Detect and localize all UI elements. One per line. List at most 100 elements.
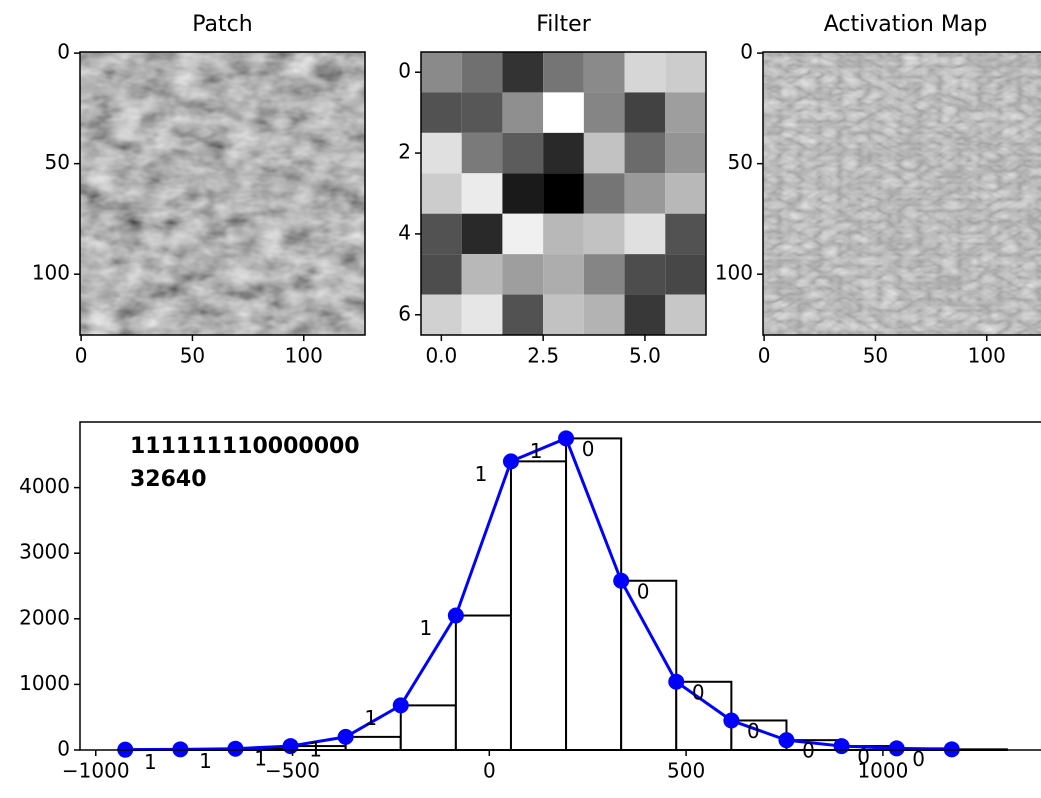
heatmap-cell — [461, 254, 503, 295]
marker — [447, 607, 464, 624]
marker — [337, 728, 354, 745]
bit-label: 1 — [364, 706, 377, 730]
marker — [392, 697, 409, 714]
heatmap-cell — [583, 294, 625, 335]
heatmap-cell — [502, 213, 544, 255]
heatmap-cell — [543, 213, 584, 255]
x-tick-label: 50 — [863, 344, 888, 368]
marker — [227, 740, 244, 757]
heatmap-cell — [665, 92, 706, 133]
axes-frame — [79, 51, 366, 336]
heatmap-cell — [624, 213, 666, 255]
heatmap-cell — [624, 294, 666, 335]
heatmap-cell — [665, 294, 706, 335]
heatmap-cell — [624, 92, 666, 133]
heatmap-cell — [543, 173, 584, 214]
y-tick-label: 4 — [398, 220, 411, 244]
marker — [613, 572, 630, 589]
heatmap-cell — [665, 52, 706, 93]
heatmap-cell — [502, 173, 544, 214]
heatmap-cell — [665, 173, 706, 214]
heatmap-cell — [583, 52, 625, 93]
bit-label: 1 — [419, 616, 432, 640]
marker — [888, 740, 905, 757]
y-tick-label: 4000 — [19, 474, 70, 498]
marker — [282, 738, 299, 755]
y-tick-label: 100 — [32, 261, 70, 285]
heatmap-cell — [502, 52, 544, 93]
line — [125, 436, 952, 752]
y-tick-label: 2000 — [19, 605, 70, 629]
y-tick-label: 2 — [398, 140, 411, 164]
y-tick-label: 50 — [45, 150, 70, 174]
y-tick-label: 1000 — [19, 671, 70, 695]
heatmap-cell — [624, 173, 666, 214]
x-tick-label: 0 — [483, 759, 496, 783]
marker — [668, 673, 685, 690]
bit-label: 0 — [912, 747, 925, 771]
annotation: 111111110000000 — [130, 434, 360, 459]
bar — [454, 614, 512, 752]
heatmap-cell — [461, 92, 503, 133]
bit-label: 0 — [692, 680, 705, 704]
heatmap-cell — [624, 132, 666, 174]
heatmap-cell — [665, 254, 706, 295]
bit-label: 1 — [530, 439, 543, 463]
x-tick-label: 500 — [667, 759, 705, 783]
heatmap-cell — [583, 254, 625, 295]
heatmap-cell — [543, 92, 584, 133]
x-tick-label: 2.5 — [527, 344, 559, 368]
x-tick-label: 50 — [180, 344, 205, 368]
heatmap-cell — [624, 52, 666, 93]
marker — [833, 738, 850, 755]
heatmap-cell — [543, 294, 584, 335]
y-tick-label: 0 — [398, 59, 411, 83]
annotation: 32640 — [130, 467, 207, 492]
bit-label: 1 — [475, 462, 488, 486]
axes-title: Filter — [536, 12, 591, 37]
heatmap-cell — [421, 254, 462, 295]
x-tick-label: −1000 — [62, 759, 130, 783]
bar — [344, 735, 402, 752]
x-tick-label: 0.0 — [425, 344, 457, 368]
axes-frame — [79, 421, 1041, 751]
bit-label: 1 — [254, 747, 267, 771]
heatmap-cell — [665, 132, 706, 174]
heatmap-cell — [461, 294, 503, 335]
heatmap-cell — [461, 213, 503, 255]
heatmap-cell — [665, 213, 706, 255]
heatmap-cell — [421, 213, 462, 255]
axes-frame — [420, 51, 707, 336]
marker — [778, 732, 795, 749]
y-tick-label: 0 — [57, 40, 70, 64]
axes-frame — [762, 51, 1041, 336]
x-tick-label: 0 — [758, 344, 771, 368]
marker — [558, 430, 575, 447]
y-tick-label: 6 — [398, 301, 411, 325]
y-tick-label: 0 — [57, 737, 70, 761]
marker — [502, 453, 519, 470]
bit-label: 1 — [199, 749, 212, 773]
heatmap-cell — [543, 132, 584, 174]
heatmap-cell — [583, 213, 625, 255]
heatmap-cell — [502, 132, 544, 174]
x-tick-label: 100 — [285, 344, 323, 368]
y-tick-label: 3000 — [19, 540, 70, 564]
heatmap-cell — [502, 254, 544, 295]
bit-label: 1 — [144, 750, 157, 774]
marker — [723, 712, 740, 729]
heatmap-cell — [543, 52, 584, 93]
y-tick-label: 100 — [715, 261, 753, 285]
bar — [509, 460, 568, 751]
bit-label: 0 — [582, 437, 595, 461]
heatmap-cell — [543, 254, 584, 295]
image — [80, 52, 365, 335]
heatmap-cell — [421, 52, 462, 93]
x-tick-label: 5.0 — [629, 344, 661, 368]
axes-title: Activation Map — [824, 12, 988, 37]
image — [763, 52, 1041, 335]
y-tick-label: 50 — [728, 150, 753, 174]
